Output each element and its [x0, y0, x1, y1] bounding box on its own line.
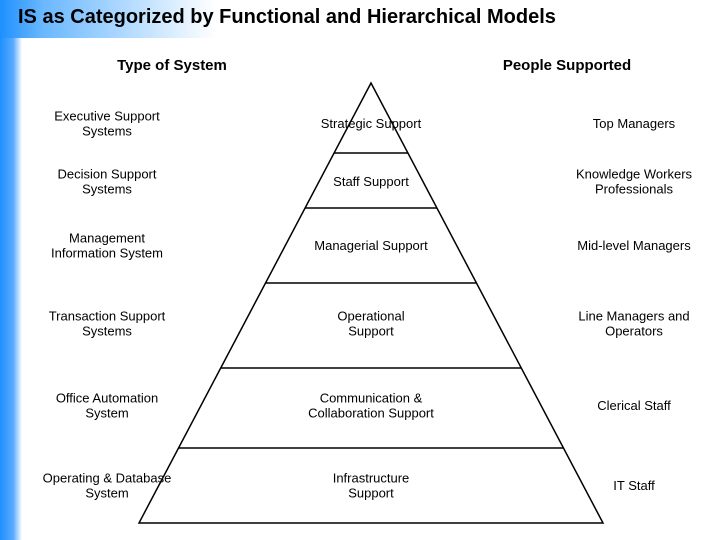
level-left-label: Operating & DatabaseSystem [43, 471, 172, 501]
page-title: IS as Categorized by Functional and Hier… [18, 6, 556, 29]
header-people-supported: People Supported [503, 57, 631, 74]
header-type-of-system: Type of System [117, 57, 227, 74]
level-center-label: Managerial Support [314, 238, 428, 253]
level-right-label: Clerical Staff [597, 398, 671, 413]
level-left-label: ManagementInformation System [51, 231, 163, 261]
level-right-label: Knowledge WorkersProfessionals [576, 167, 693, 197]
level-center-label: Staff Support [333, 174, 409, 189]
level-left-label: Transaction SupportSystems [49, 309, 166, 339]
pyramid-outline [139, 83, 603, 523]
level-left-label: Office AutomationSystem [56, 391, 158, 421]
level-center-label: Strategic Support [321, 116, 422, 131]
level-right-label: IT Staff [613, 478, 655, 493]
level-right-label: Line Managers andOperators [578, 309, 689, 339]
level-right-label: Top Managers [593, 116, 676, 131]
pyramid-diagram: Type of System People Supported Strategic … [22, 38, 720, 540]
level-left-label: Executive SupportSystems [54, 109, 160, 139]
level-right-label: Mid-level Managers [577, 238, 691, 253]
level-center-label: Communication &Collaboration Support [308, 391, 434, 421]
level-left-label: Decision SupportSystems [58, 167, 157, 197]
